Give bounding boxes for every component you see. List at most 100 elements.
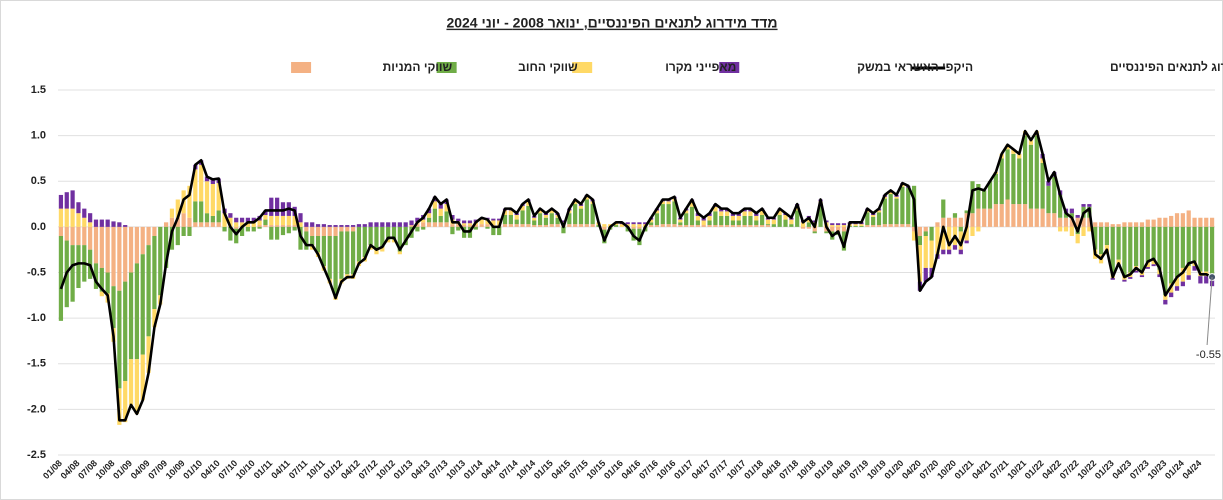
bar-segment — [128, 359, 134, 405]
bar-segment — [76, 245, 81, 289]
bar-segment — [257, 220, 262, 226]
bar-segment — [70, 190, 75, 209]
bar-segment — [654, 210, 660, 214]
bar-segment — [1180, 281, 1185, 287]
bar-segment — [117, 290, 122, 389]
bar-segment — [362, 226, 367, 257]
bar-segment — [783, 219, 788, 227]
bar-segment — [824, 231, 829, 234]
bar-segment — [275, 226, 280, 240]
bar-segment — [695, 215, 700, 221]
bar-segment — [339, 225, 344, 227]
bar-segment — [684, 213, 689, 226]
legend-swatch — [572, 62, 593, 73]
bar-segment — [742, 215, 747, 226]
bar-segment — [765, 219, 771, 225]
bar-segment — [374, 249, 379, 255]
bar-segment — [1174, 277, 1180, 287]
bar-segment — [222, 213, 227, 227]
bar-segment — [970, 226, 975, 236]
bar-segment — [181, 213, 186, 227]
bar-segment — [193, 169, 198, 202]
bar-segment — [58, 236, 64, 321]
bar-segment — [1063, 213, 1069, 218]
bar-segment — [1087, 217, 1092, 227]
bar-segment — [906, 187, 911, 225]
bar-segment — [584, 224, 589, 227]
bar-segment — [1134, 222, 1139, 227]
bar-segment — [987, 181, 993, 209]
bar-segment — [514, 215, 519, 220]
bar-segment — [526, 224, 531, 227]
bar-segment — [537, 225, 543, 227]
bar-segment — [812, 231, 817, 234]
bar-segment — [1180, 213, 1185, 227]
bar-segment — [719, 211, 724, 216]
bar-segment — [982, 190, 987, 209]
bar-segment — [754, 213, 759, 216]
label-leader — [1206, 277, 1213, 346]
bar-segment — [222, 226, 227, 232]
bar-segment — [1028, 208, 1034, 227]
bar-segment — [765, 224, 771, 226]
bar-segment — [432, 208, 438, 223]
bar-segment — [275, 215, 280, 226]
y-tick-label: 0.0 — [31, 221, 46, 233]
bar-segment — [310, 236, 315, 246]
bar-segment — [929, 226, 934, 241]
bar-segment — [304, 222, 309, 227]
bar-segment — [1028, 140, 1034, 145]
bar-segment — [882, 198, 887, 225]
bar-segment — [795, 210, 800, 227]
bar-segment — [923, 231, 928, 236]
bar-segment — [1063, 226, 1069, 232]
bar-segment — [403, 222, 408, 227]
bar-segment — [1081, 226, 1086, 236]
bar-segment — [1040, 163, 1045, 209]
bar-segment — [812, 226, 817, 232]
bar-segment — [485, 224, 490, 227]
bar-segment — [362, 224, 367, 227]
bar-segment — [146, 226, 151, 246]
bar-segment — [1110, 224, 1115, 227]
bar-segment — [835, 225, 841, 227]
bar-segment — [497, 226, 502, 236]
bar-segment — [99, 291, 104, 297]
bar-segment — [444, 204, 449, 212]
bar-segment — [999, 158, 1004, 205]
bar-segment — [672, 224, 677, 227]
bar-segment — [754, 220, 759, 226]
bar-segment — [760, 225, 765, 227]
bar-segment — [163, 226, 169, 268]
bar-segment — [251, 217, 256, 223]
bar-segment — [269, 225, 274, 227]
bar-segment — [257, 226, 262, 229]
bar-segment — [1134, 226, 1139, 267]
bar-segment — [502, 224, 508, 227]
bar-segment — [666, 204, 671, 225]
bar-segment — [415, 224, 420, 227]
bar-segment — [99, 219, 104, 227]
bar-segment — [1174, 226, 1180, 278]
bar-segment — [830, 225, 835, 227]
bar-segment — [158, 226, 163, 296]
bar-segment — [216, 183, 221, 211]
legend-swatch — [291, 62, 312, 73]
bar-segment — [841, 225, 847, 227]
y-tick-label: -1.5 — [27, 358, 46, 370]
bar-segment — [1022, 204, 1028, 227]
bar-segment — [649, 219, 654, 223]
bar-segment — [1180, 267, 1185, 282]
bar-segment — [543, 217, 549, 226]
bar-segment — [853, 225, 858, 227]
bar-segment — [1063, 217, 1069, 227]
bar-segment — [286, 225, 291, 227]
bar-segment — [871, 216, 876, 226]
bar-segment — [730, 213, 736, 216]
bar-segment — [397, 226, 402, 252]
bar-segment — [298, 213, 303, 223]
bar-segment — [537, 210, 543, 214]
bar-segment — [947, 217, 952, 227]
bar-segment — [584, 199, 589, 225]
